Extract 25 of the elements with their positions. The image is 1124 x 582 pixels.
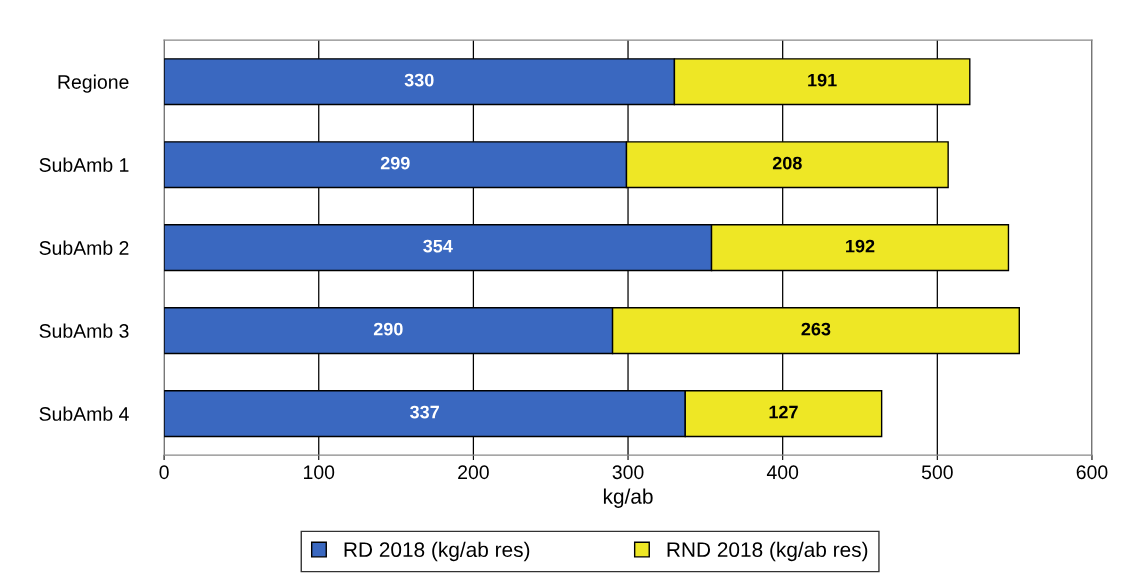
y-tick-label: SubAmb 1 xyxy=(39,157,129,172)
x-tick-label: 0 xyxy=(159,465,169,480)
data-label: 337 xyxy=(410,405,439,419)
data-label: 208 xyxy=(772,156,802,170)
x-tick-label: 400 xyxy=(766,465,799,480)
x-tick-label: 600 xyxy=(1076,465,1108,480)
data-label: 263 xyxy=(801,322,831,336)
x-tick-label: 200 xyxy=(458,465,489,480)
data-label: 290 xyxy=(373,322,403,336)
y-tick-label: SubAmb 4 xyxy=(39,406,129,421)
data-label: 191 xyxy=(808,73,837,87)
data-label: 192 xyxy=(846,239,875,253)
y-tick-label: SubAmb 3 xyxy=(39,323,129,338)
data-label: 127 xyxy=(769,405,798,419)
data-label: 354 xyxy=(423,239,453,253)
legend-label: RND 2018 (kg/ab res) xyxy=(667,541,868,562)
y-tick-label: SubAmb 2 xyxy=(39,240,129,255)
x-tick-label: 100 xyxy=(304,465,335,480)
y-tick-label: Regione xyxy=(58,74,129,93)
data-label: 299 xyxy=(380,156,410,170)
data-label: 330 xyxy=(404,73,434,87)
legend-label: RD 2018 (kg/ab res) xyxy=(344,541,530,562)
x-tick-label: 500 xyxy=(921,465,953,480)
x-tick-label: 300 xyxy=(612,465,644,480)
x-axis-title: kg/ab xyxy=(603,488,653,508)
